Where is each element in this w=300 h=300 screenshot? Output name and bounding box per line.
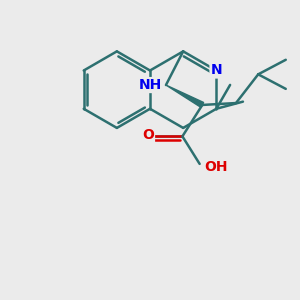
Polygon shape	[166, 85, 204, 107]
Text: O: O	[142, 128, 154, 142]
Text: OH: OH	[204, 160, 228, 174]
Text: N: N	[211, 64, 222, 77]
Text: NH: NH	[138, 78, 161, 92]
